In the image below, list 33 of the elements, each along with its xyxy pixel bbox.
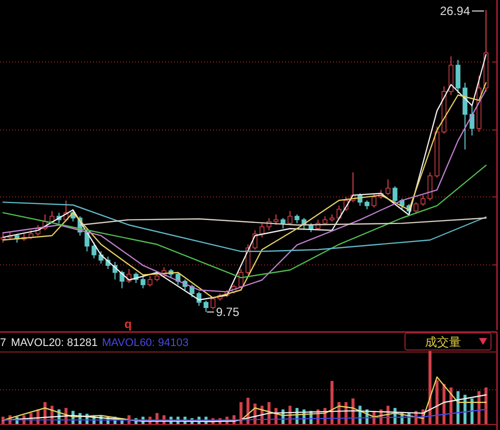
candlestick [280, 218, 286, 230]
candlestick [428, 172, 432, 201]
candlestick [336, 205, 342, 220]
candlestick [140, 275, 146, 289]
candlestick [420, 194, 426, 206]
candlestick [204, 300, 208, 312]
candlestick [372, 192, 376, 208]
candlestick [238, 268, 244, 289]
candlestick [92, 242, 96, 259]
candlestick [84, 230, 90, 252]
candlestick [274, 214, 278, 226]
bar [436, 380, 438, 424]
candlestick [288, 210, 292, 226]
text: 7 [0, 337, 6, 349]
bar [240, 402, 242, 424]
candlestick [260, 222, 264, 238]
candlestick [386, 178, 390, 196]
text: q [124, 317, 132, 331]
candlestick [456, 59, 460, 94]
candlestick [414, 202, 418, 214]
candlestick [190, 284, 194, 298]
candlestick [148, 275, 152, 288]
bar [470, 398, 474, 424]
bar [330, 380, 334, 424]
candlestick [470, 105, 474, 136]
candlestick [392, 186, 398, 204]
annotation: 9.75 [216, 305, 240, 319]
bar [484, 388, 488, 424]
text: MAVOL20: 81281 [11, 337, 98, 349]
annotation: 26.94 [440, 4, 470, 18]
text: 成交量 [425, 335, 461, 349]
bar [428, 351, 432, 424]
text: MAVOL60: 94103 [102, 337, 189, 349]
